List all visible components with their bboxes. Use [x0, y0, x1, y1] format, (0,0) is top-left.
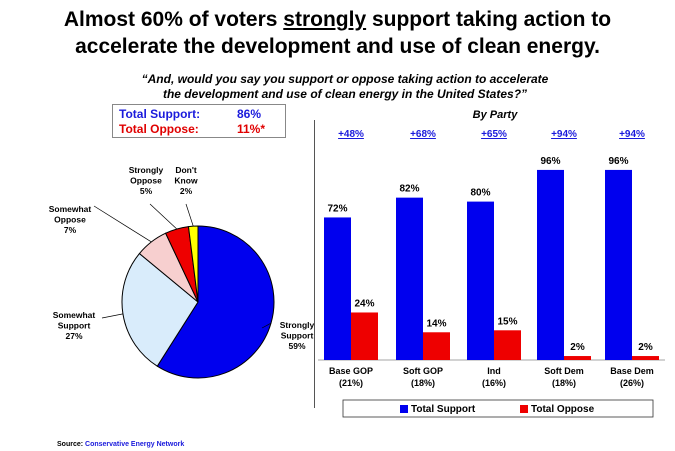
pie-leader-line	[149, 203, 178, 230]
category-label: Soft Dem	[544, 366, 584, 376]
pie-slice-label: Somewhat	[53, 310, 96, 320]
pie-slice-label: 5%	[140, 186, 153, 196]
category-label: (16%)	[482, 378, 506, 388]
bar-value-label: 80%	[470, 188, 490, 199]
category-label: (26%)	[620, 378, 644, 388]
pie-slice-label: Oppose	[130, 176, 162, 186]
bar-support	[396, 197, 423, 360]
source-value: Conservative Energy Network	[85, 441, 185, 448]
source-label: Source:	[57, 441, 86, 448]
pie-slice-label: Oppose	[54, 215, 86, 225]
title-part-2: support taking action to	[366, 8, 612, 31]
bar-support	[537, 169, 564, 360]
pie-leader-line	[93, 205, 152, 243]
question-line-2: the development and use of clean energy …	[162, 87, 528, 101]
bar-value-label: 96%	[540, 156, 560, 167]
pie-slice-label: 2%	[180, 186, 193, 196]
title-line-2: accelerate the development and use of cl…	[75, 35, 600, 58]
bar-value-label: 72%	[327, 203, 347, 214]
chart-title: Almost 60% of voters strongly support ta…	[0, 6, 675, 60]
bar-support	[324, 217, 351, 360]
pie-slice-label: 59%	[288, 341, 305, 351]
category-label: Base Dem	[610, 366, 654, 376]
bar-support	[467, 201, 494, 360]
bar-oppose	[564, 356, 591, 360]
pie-leader-line	[185, 203, 194, 227]
category-label: (21%)	[339, 378, 363, 388]
bar-value-label: 14%	[426, 318, 446, 329]
pie-slice-label: Support	[281, 331, 314, 341]
bar-oppose	[632, 356, 659, 360]
legend-box	[342, 399, 654, 418]
margin-label: +65%	[481, 129, 507, 140]
pie-slice-label: Support	[58, 321, 91, 331]
totals-box: Total Support: 86% Total Oppose: 11%*	[112, 104, 286, 138]
legend-swatch	[400, 405, 408, 413]
bar-chart-title: By Party	[473, 109, 519, 121]
margin-label: +94%	[619, 129, 645, 140]
total-support-label: Total Support:	[119, 107, 201, 121]
pie-slice-label: Strongly	[280, 320, 315, 330]
panel-divider	[314, 120, 315, 408]
category-label: (18%)	[411, 378, 435, 388]
pie-leader-line	[101, 313, 124, 319]
margin-label: +68%	[410, 129, 436, 140]
bar-oppose	[351, 312, 378, 360]
legend-swatch	[520, 405, 528, 413]
source-note: Source: Conservative Energy Network	[57, 441, 184, 448]
pie-slice-label: 7%	[64, 225, 77, 235]
title-emphasis: strongly	[283, 8, 367, 31]
title-line-1: Almost 60% of voters strongly support ta…	[0, 6, 675, 33]
bar-oppose	[423, 332, 450, 360]
total-oppose-value: 11%*	[237, 122, 266, 136]
legend-label: Total Support	[411, 404, 476, 415]
bar-value-label: 2%	[638, 342, 653, 353]
margin-label: +48%	[338, 129, 364, 140]
category-label: (18%)	[552, 378, 576, 388]
bar-value-label: 2%	[570, 342, 585, 353]
total-support-value: 86%	[237, 107, 262, 121]
survey-question: “And, would you say you support or oppos…	[110, 72, 580, 102]
bar-support	[605, 169, 632, 360]
category-label: Base GOP	[329, 366, 373, 376]
bar-value-label: 15%	[497, 316, 517, 327]
question-line-1: “And, would you say you support or oppos…	[141, 72, 549, 86]
pie-slice-label: 27%	[65, 331, 82, 341]
category-label: Soft GOP	[403, 366, 443, 376]
bar-value-label: 82%	[399, 184, 419, 195]
bar-value-label: 96%	[608, 156, 628, 167]
total-oppose-label: Total Oppose:	[119, 122, 199, 136]
legend-label: Total Oppose	[531, 404, 595, 415]
pie-slice-label: Strongly	[129, 165, 164, 175]
pie-slice-label: Know	[174, 176, 198, 186]
bar-value-label: 24%	[354, 298, 374, 309]
category-label: Ind	[487, 366, 501, 376]
pie-leader-line	[261, 322, 272, 329]
margin-label: +94%	[551, 129, 577, 140]
pie-slice-label: Somewhat	[49, 204, 92, 214]
title-part-1: Almost 60% of voters	[63, 8, 284, 31]
bar-oppose	[494, 330, 521, 360]
pie-slice-label: Don't	[175, 165, 197, 175]
